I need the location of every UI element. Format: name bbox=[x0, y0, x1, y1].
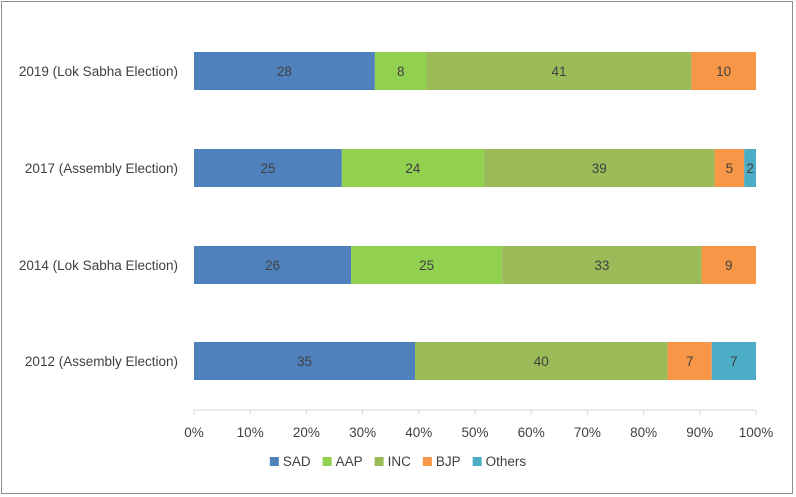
bar-bjp-2 bbox=[714, 149, 745, 187]
legend-label-inc: INC bbox=[388, 454, 412, 469]
x-tick-label-3: 20% bbox=[293, 425, 320, 440]
x-tick-label-10: 90% bbox=[686, 425, 713, 440]
data-label-aap-2: 24 bbox=[405, 161, 421, 176]
x-tick-label-11: 100% bbox=[739, 425, 774, 440]
bar-inc-4 bbox=[415, 342, 668, 380]
data-label-sad-1: 28 bbox=[277, 64, 292, 79]
data-label-bjp-4: 7 bbox=[686, 354, 694, 369]
bar-aap-1 bbox=[374, 52, 427, 90]
category-label-1: 2019 (Lok Sabha Election) bbox=[19, 64, 178, 79]
legend-item-aap: AAP bbox=[322, 454, 363, 469]
x-tick-label-9: 80% bbox=[630, 425, 657, 440]
x-tick-label-6: 50% bbox=[461, 425, 488, 440]
x-tick-label-2: 10% bbox=[237, 425, 264, 440]
legend-item-inc: INC bbox=[374, 454, 412, 469]
category-label-3: 2014 (Lok Sabha Election) bbox=[19, 258, 178, 273]
legend-label-bjp: BJP bbox=[436, 454, 461, 469]
bar-others-2 bbox=[744, 149, 756, 187]
data-label-inc-1: 41 bbox=[551, 64, 566, 79]
data-label-inc-3: 33 bbox=[594, 258, 609, 273]
bar-inc-2 bbox=[483, 149, 715, 187]
x-tick-label-7: 60% bbox=[518, 425, 545, 440]
legend-item-sad: SAD bbox=[269, 454, 311, 469]
data-label-sad-3: 26 bbox=[265, 258, 280, 273]
data-label-aap-3: 25 bbox=[419, 258, 434, 273]
data-label-inc-2: 39 bbox=[592, 161, 607, 176]
bar-bjp-3 bbox=[701, 246, 756, 284]
data-label-aap-1: 8 bbox=[397, 64, 405, 79]
bar-bjp-1 bbox=[691, 52, 756, 90]
bar-aap-3 bbox=[351, 246, 503, 284]
category-label-4: 2012 (Assembly Election) bbox=[25, 354, 178, 369]
category-labels: 2019 (Lok Sabha Election) 2017 (Assembly … bbox=[19, 64, 178, 369]
data-label-bjp-2: 5 bbox=[726, 161, 734, 176]
x-tick-label-4: 30% bbox=[349, 425, 376, 440]
data-label-inc-4: 40 bbox=[534, 354, 549, 369]
bar-others-4 bbox=[711, 342, 756, 380]
data-label-sad-4: 35 bbox=[297, 354, 312, 369]
bar-sad-2 bbox=[194, 149, 342, 187]
legend-swatch-sad bbox=[269, 457, 279, 466]
category-label-2: 2017 (Assembly Election) bbox=[25, 161, 178, 176]
data-label-bjp-3: 9 bbox=[725, 258, 733, 273]
bar-aap-2 bbox=[341, 149, 484, 187]
bars-layer: 28 8 41 10 25 24 39 5 2 26 25 33 9 35 40 7 7 bbox=[194, 52, 756, 380]
legend: SAD AAP INC BJP Others bbox=[269, 454, 527, 469]
legend-swatch-aap bbox=[322, 457, 332, 466]
x-tick-label-1: 0% bbox=[184, 425, 204, 440]
data-label-others-4: 7 bbox=[730, 354, 738, 369]
data-label-others-2: 2 bbox=[746, 161, 754, 176]
x-tick-label-8: 70% bbox=[574, 425, 601, 440]
bar-inc-1 bbox=[426, 52, 692, 90]
x-tick-label-5: 40% bbox=[405, 425, 432, 440]
legend-label-others: Others bbox=[486, 454, 527, 469]
legend-swatch-others bbox=[472, 457, 482, 466]
legend-label-aap: AAP bbox=[336, 454, 363, 469]
legend-item-bjp: BJP bbox=[422, 454, 461, 469]
legend-label-sad: SAD bbox=[283, 454, 311, 469]
legend-swatch-inc bbox=[374, 457, 384, 466]
bar-sad-3 bbox=[194, 246, 352, 284]
data-label-sad-2: 25 bbox=[260, 161, 275, 176]
bar-sad-1 bbox=[194, 52, 375, 90]
legend-item-others: Others bbox=[472, 454, 527, 469]
data-label-bjp-1: 10 bbox=[716, 64, 731, 79]
x-axis: 0% 10% 20% 30% 40% 50% 60% 70% 80% 90% 100% bbox=[184, 409, 774, 440]
bar-sad-4 bbox=[194, 342, 416, 380]
bar-bjp-4 bbox=[667, 342, 712, 380]
bar-inc-3 bbox=[502, 246, 702, 284]
legend-swatch-bjp bbox=[422, 457, 432, 466]
